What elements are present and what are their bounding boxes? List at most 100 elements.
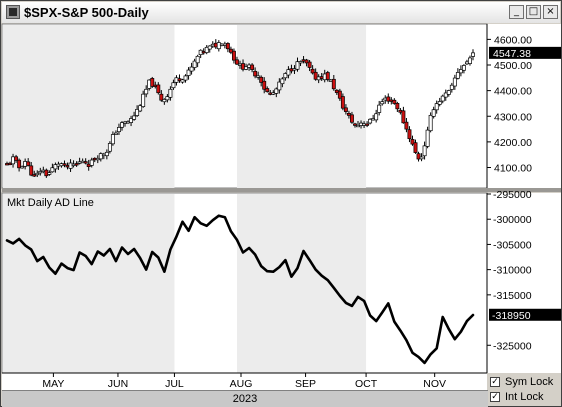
shaded-period-ad: [3, 194, 175, 373]
price-candle: [50, 163, 55, 173]
price-candle: [325, 70, 330, 82]
ad-line-series: [5, 214, 475, 365]
price-candle: [165, 94, 170, 103]
close-button[interactable]: ×: [543, 5, 558, 19]
price-candle: [277, 78, 282, 94]
price-candle: [120, 121, 124, 131]
price-candle: [437, 97, 442, 107]
price-candle: [431, 106, 436, 119]
price-candle: [235, 56, 239, 65]
date-axis-tick-label: JUN: [108, 378, 128, 390]
price-candle: [113, 130, 118, 135]
price-candle: [253, 67, 258, 79]
price-candle: [368, 118, 373, 125]
price-candle: [138, 104, 143, 113]
price-candle: [410, 135, 415, 146]
price-candle: [280, 77, 285, 88]
price-candle: [265, 86, 270, 93]
price-candle: [32, 170, 37, 177]
price-candle: [110, 131, 115, 146]
price-candle: [62, 160, 67, 168]
int-lock-check-icon: ✓: [490, 392, 500, 402]
price-candle: [250, 63, 255, 73]
price-candle: [286, 66, 291, 79]
date-axis-tick-label: OCT: [355, 378, 378, 390]
sym-lock-check-icon: ✓: [490, 377, 500, 387]
price-candle: [53, 162, 58, 173]
minimize-button[interactable]: _: [509, 5, 524, 19]
shaded-period-price: [237, 25, 367, 188]
price-candle: [144, 85, 149, 98]
price-candle: [171, 79, 176, 90]
price-candle: [89, 157, 94, 168]
date-axis-tick-label: JUL: [165, 378, 184, 390]
price-candle: [74, 161, 79, 167]
price-candle: [298, 60, 303, 66]
price-candle: [356, 120, 360, 128]
price-last-value-label: 4547.38: [493, 48, 531, 60]
date-axis-tick-label: AUG: [230, 378, 253, 390]
date-axis: MAY JUN JUL AUG SEP OCT NOV: [2, 372, 487, 390]
price-candle: [343, 104, 348, 115]
price-candle: [244, 63, 249, 71]
price-candle: [195, 54, 200, 68]
price-candle: [228, 46, 233, 55]
price-candle: [452, 74, 457, 90]
window-title: $SPX-S&P 500-Daily: [24, 5, 149, 20]
price-axis-tick-label: 4200.00: [494, 137, 532, 149]
price-candle: [129, 115, 134, 127]
price-candle: [14, 154, 19, 163]
price-candle: [17, 158, 22, 172]
price-candle: [180, 78, 185, 84]
int-lock-checkbox[interactable]: ✓ Int Lock: [490, 391, 562, 404]
ad-axis-tick-label: -325000: [493, 340, 532, 352]
price-candle: [283, 72, 288, 81]
price-candle: [29, 161, 34, 177]
price-candle: [313, 68, 318, 81]
title-bar[interactable]: $SPX-S&P 500-Daily _ □ ×: [2, 2, 560, 24]
price-candle: [337, 88, 342, 101]
price-candle: [256, 71, 261, 80]
price-candle: [458, 65, 463, 77]
price-candle: [141, 90, 146, 108]
price-candle: [392, 98, 397, 105]
price-candle: [295, 57, 300, 72]
price-candle: [150, 76, 155, 88]
price-candle: [83, 158, 88, 165]
date-axis-tick-label: MAY: [42, 378, 64, 390]
sym-lock-label: Sym Lock: [505, 376, 554, 388]
price-candle: [26, 158, 31, 167]
price-candle: [340, 93, 345, 111]
price-axis-tick-label: 4600.00: [494, 34, 532, 46]
maximize-button[interactable]: □: [526, 5, 541, 19]
price-candle: [192, 58, 197, 71]
date-axis-tick-label: NOV: [423, 378, 446, 390]
year-label: 2023: [232, 393, 258, 405]
price-candle: [20, 165, 25, 169]
price-candle: [353, 122, 357, 128]
price-candle: [204, 45, 209, 55]
price-candle: [443, 89, 448, 101]
price-candle: [262, 77, 267, 94]
price-candle: [365, 121, 370, 128]
price-candle: [440, 94, 445, 104]
price-candle: [471, 49, 475, 61]
ad-axis-tick-label: -310000: [493, 265, 532, 277]
price-candle: [455, 68, 460, 80]
sym-lock-checkbox[interactable]: ✓ Sym Lock: [490, 376, 562, 389]
price-candle: [468, 55, 472, 66]
price-candle: [434, 100, 439, 114]
price-last-value-box: [489, 46, 561, 59]
date-axis-tick-label: SEP: [295, 378, 316, 390]
price-candle: [380, 98, 385, 106]
price-candle: [274, 87, 279, 98]
chart-area[interactable]: 4600.00 4500.00 4400.00 4300.00 4200.00 4100.…: [1, 23, 562, 390]
price-candle: [446, 89, 451, 97]
price-candle: [38, 167, 43, 176]
panel-divider[interactable]: [2, 188, 561, 192]
price-candle: [401, 106, 406, 124]
price-candle: [310, 65, 315, 75]
shaded-period-ad: [237, 194, 367, 373]
price-candle: [386, 93, 391, 104]
